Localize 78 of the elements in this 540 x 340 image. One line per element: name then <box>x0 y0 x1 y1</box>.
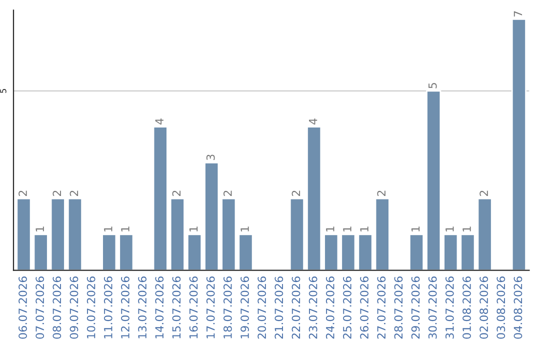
x-tick-label: 08.07.2026 <box>52 276 62 339</box>
bar <box>306 126 322 270</box>
bar <box>374 198 390 270</box>
data-label: 1 <box>411 226 420 232</box>
bar <box>238 234 254 270</box>
bar <box>511 18 526 270</box>
data-label: 5 <box>428 83 437 88</box>
bar <box>152 126 168 270</box>
data-label: 2 <box>480 190 488 196</box>
x-tick-label: 03.08.2026 <box>496 276 506 339</box>
data-label: 1 <box>326 226 334 232</box>
data-label: 1 <box>360 226 368 232</box>
bar <box>426 90 442 270</box>
x-tick-label: 07.07.2026 <box>36 276 44 339</box>
data-label: 1 <box>446 226 454 232</box>
bar <box>340 234 356 270</box>
x-tick-label: 29.07.2026 <box>411 276 420 339</box>
bar <box>50 198 66 270</box>
data-label: 1 <box>343 226 352 232</box>
x-tick-label: 11.07.2026 <box>104 276 112 338</box>
data-label: 1 <box>36 226 44 232</box>
bar <box>408 234 424 270</box>
x-tick-label: 23.07.2026 <box>308 276 318 339</box>
x-tick-label: 18.07.2026 <box>223 276 232 338</box>
x-tick-label: 06.07.2026 <box>18 276 27 339</box>
x-tick-label: 25.07.2026 <box>343 276 352 339</box>
bar <box>16 198 32 270</box>
data-label: 4 <box>155 118 164 124</box>
data-label: 3 <box>206 154 215 160</box>
data-label: 1 <box>104 226 112 232</box>
bar <box>477 198 492 270</box>
data-label: 1 <box>121 226 130 232</box>
bar <box>289 198 304 270</box>
bar <box>170 198 185 270</box>
data-label: 2 <box>18 190 27 196</box>
x-tick-label: 19.07.2026 <box>240 276 249 338</box>
x-tick-label: 09.07.2026 <box>70 276 78 339</box>
bar <box>204 162 220 270</box>
bar <box>67 198 82 270</box>
data-label: 1 <box>240 226 249 232</box>
data-label: 7 <box>514 11 522 16</box>
x-tick-label: 16.07.2026 <box>189 276 198 338</box>
x-tick-label: 24.07.2026 <box>326 276 334 339</box>
x-tick-label: 14.07.2026 <box>155 276 164 338</box>
data-label: 2 <box>223 190 232 196</box>
x-tick-label: 27.07.2026 <box>377 276 386 339</box>
x-tick-label: 26.07.2026 <box>360 276 368 339</box>
x-tick-label: 02.08.2026 <box>480 276 488 339</box>
x-tick-label: 17.07.2026 <box>206 276 215 338</box>
x-tick-label: 22.07.2026 <box>292 276 300 339</box>
x-tick-label: 12.07.2026 <box>121 276 130 338</box>
x-tick-label: 30.07.2026 <box>428 276 437 339</box>
bar <box>324 234 339 270</box>
data-label: 1 <box>462 226 471 232</box>
data-label: 2 <box>172 190 180 196</box>
x-tick-label: 20.07.2026 <box>258 276 266 339</box>
bar <box>33 234 48 270</box>
data-label: 1 <box>189 226 198 232</box>
x-tick-label: 13.07.2026 <box>138 276 147 338</box>
bar <box>102 234 117 270</box>
x-tick-label: 01.08.2026 <box>462 276 471 339</box>
bar <box>221 198 236 270</box>
bar <box>358 234 373 270</box>
x-tick-label: 28.07.2026 <box>394 276 403 339</box>
bar <box>186 234 202 270</box>
data-label: 2 <box>377 190 386 196</box>
data-label: 4 <box>309 118 318 124</box>
x-tick-label: 31.07.2026 <box>445 276 454 339</box>
x-tick-label: 10.07.2026 <box>86 276 96 338</box>
bar <box>443 234 458 270</box>
x-tick-label: 15.07.2026 <box>172 276 181 338</box>
data-label: 2 <box>292 190 300 196</box>
bar <box>460 234 476 270</box>
x-tick-label: 04.08.2026 <box>514 276 522 339</box>
x-tick-label: 21.07.2026 <box>274 276 284 339</box>
data-label: 2 <box>52 190 61 196</box>
data-label: 2 <box>70 190 78 196</box>
bar <box>118 234 134 270</box>
